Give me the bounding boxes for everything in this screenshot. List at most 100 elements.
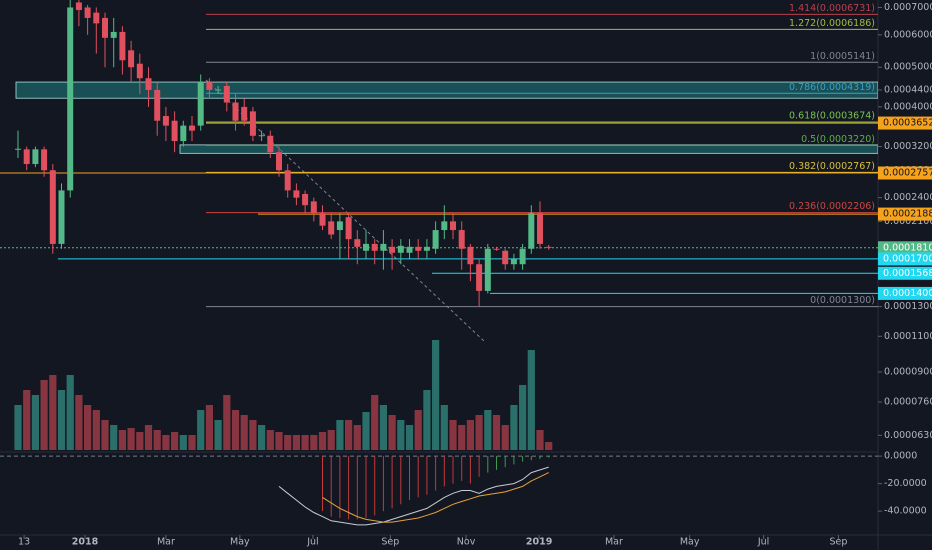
trend-line: [205, 79, 486, 343]
volume-bar: [249, 420, 257, 450]
candle-body: [363, 243, 370, 251]
candle-body: [32, 149, 39, 165]
candle-body: [189, 125, 196, 131]
volume-bar: [458, 425, 466, 450]
candle-body: [145, 78, 152, 90]
volume-bar: [353, 425, 361, 450]
x-tick-label: 13: [18, 537, 30, 548]
fib-label: 0.618(0.0003674): [789, 110, 875, 121]
x-tick-label: Sep: [381, 537, 399, 548]
y-tick-label: 0.0000760: [884, 396, 932, 407]
volume-bar: [397, 420, 405, 450]
x-tick-label: 2018: [72, 537, 99, 548]
zone: [15, 81, 878, 99]
zone: [179, 144, 878, 154]
volume-bar: [432, 340, 440, 450]
volume-bar: [23, 390, 31, 450]
candle-body: [180, 125, 187, 142]
candle-body: [136, 63, 143, 79]
candle-body: [232, 102, 239, 121]
volume-bar: [101, 420, 109, 450]
price-tag: [878, 116, 932, 130]
volume-bar: [75, 395, 83, 450]
volume-bar: [57, 390, 66, 450]
candle-body: [67, 7, 74, 191]
candle-body: [432, 230, 439, 249]
volume-bar: [231, 410, 240, 450]
volume-bar: [40, 380, 48, 450]
y-tick-label: 0.0006000: [884, 29, 932, 40]
x-tick-label: 2019: [526, 537, 552, 548]
price-tag-label: 0.0001810: [883, 242, 932, 253]
volume-bar: [449, 420, 457, 450]
volume-bar: [466, 420, 475, 450]
price-tag: [878, 286, 932, 300]
volume-bar: [545, 442, 553, 450]
volume-bar: [362, 412, 370, 450]
price-tag: [878, 252, 932, 266]
fib-label: 1.272(0.0006186): [789, 18, 875, 29]
volume-bar: [197, 410, 205, 450]
volume-bar: [345, 420, 353, 450]
volume-bar: [492, 415, 501, 450]
fib-label: 0(0.0001300): [810, 295, 875, 306]
volume-bar: [266, 430, 274, 450]
candle-body: [293, 190, 300, 198]
y-tick-label: 0.0001300: [884, 301, 932, 312]
volume-bar: [136, 432, 144, 450]
candle-body: [537, 213, 544, 244]
x-tick-label: Sep: [829, 537, 847, 548]
candle-body: [354, 239, 361, 247]
volume-bar: [214, 420, 222, 450]
candle-body: [476, 264, 483, 291]
volume-bar: [388, 415, 396, 450]
price-tag-label: 0.0001700: [883, 253, 932, 264]
candle-body: [102, 17, 109, 38]
candle-body: [397, 245, 404, 253]
volume-bar: [144, 425, 153, 450]
candle-body: [345, 217, 352, 240]
volume-bar: [292, 435, 301, 450]
x-tick-label: Jul: [757, 537, 769, 548]
y-tick-label: 0.0001100: [884, 331, 932, 342]
candle-body: [493, 248, 500, 250]
candle-body: [441, 221, 448, 231]
macd-line: [278, 466, 549, 526]
volume-bar: [118, 430, 127, 450]
candle-body: [467, 246, 474, 265]
candle-body: [336, 221, 343, 231]
y-tick-label: 0.0000900: [884, 366, 932, 377]
volume-bar: [205, 405, 214, 450]
x-tick-label: Mar: [605, 537, 623, 548]
candle-body: [197, 82, 204, 126]
volume-bar: [275, 432, 283, 450]
y-tick-label: 0.0002100: [884, 216, 932, 227]
candle-body: [84, 7, 91, 18]
volume-bar: [240, 415, 248, 450]
candle-body: [215, 89, 222, 91]
volume-bar: [310, 435, 318, 450]
volume-bar: [258, 425, 266, 450]
volume-bar: [66, 375, 74, 450]
candle-body: [328, 221, 335, 235]
fib-label: 1.414(0.0006731): [789, 3, 875, 14]
volume-bar: [188, 435, 196, 450]
volume-bar: [127, 428, 135, 450]
candle-body: [415, 246, 422, 251]
volume-bar: [501, 425, 509, 450]
fib-label: 1(0.0005141): [810, 51, 875, 62]
candle-body: [450, 221, 457, 231]
candle-body: [380, 243, 387, 251]
candle-body: [371, 243, 378, 251]
candle-body: [41, 149, 48, 171]
volume-bar: [110, 425, 118, 450]
fib-label: 0.786(0.0004319): [789, 82, 875, 93]
candle-body: [162, 116, 169, 126]
x-tick-label: May: [230, 537, 250, 548]
price-tag-label: 0.0002757: [883, 168, 932, 179]
candle-body: [171, 120, 178, 142]
volume-bar: [162, 435, 170, 450]
fib-label: 0.382(0.0002767): [789, 161, 875, 172]
x-tick-label: May: [680, 537, 700, 548]
